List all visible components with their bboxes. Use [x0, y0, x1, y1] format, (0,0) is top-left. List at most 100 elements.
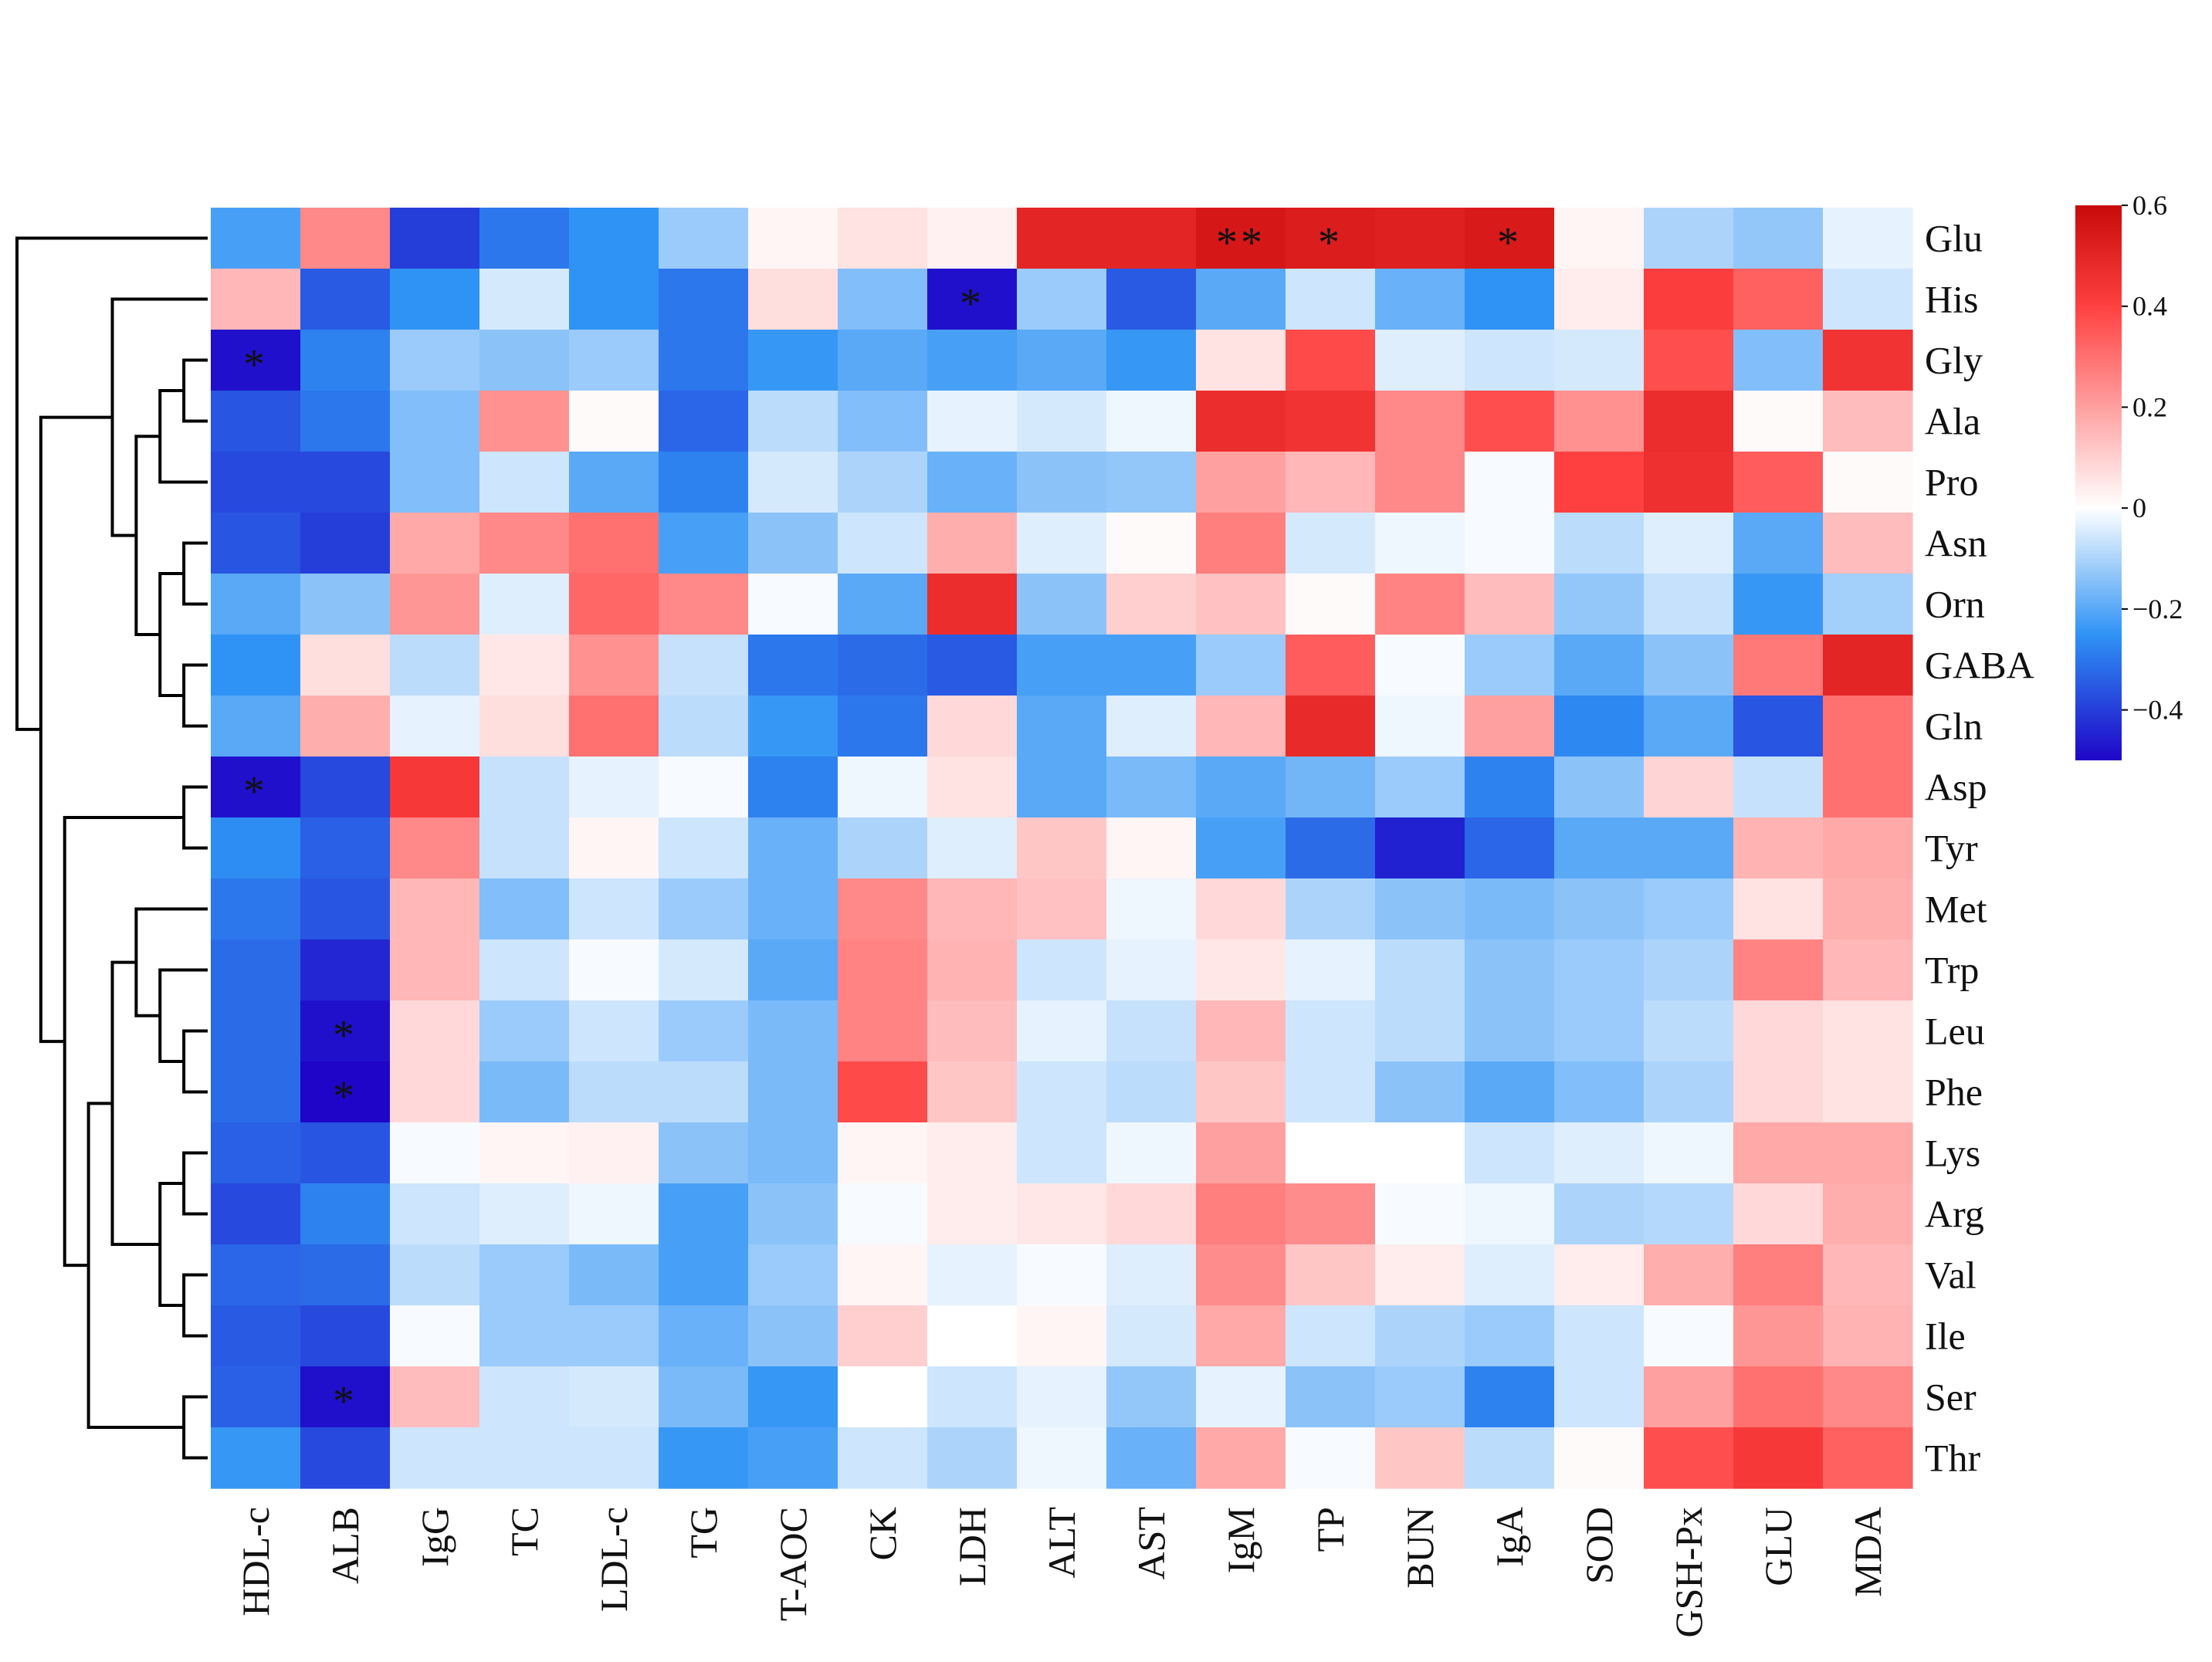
heatmap-cell-Ser-LDH: [927, 1366, 1018, 1428]
heatmap-cell-Trp-TG: [659, 939, 749, 1001]
heatmap-cell-Orn-IgG: [390, 574, 480, 635]
heatmap-cell-Ser-ALT: [1017, 1366, 1107, 1428]
heatmap-cell-Gly-LDL-c: [569, 330, 659, 391]
heatmap-cell-Val-TP: [1286, 1244, 1376, 1306]
heatmap-cell-Ile-BUN: [1375, 1305, 1465, 1367]
heatmap-cell-Lys-MDA: [1823, 1122, 1913, 1184]
heatmap-cell-Val-MDA: [1823, 1244, 1913, 1306]
heatmap-cell-Tyr-AST: [1106, 817, 1197, 879]
heatmap-cell-Pro-HDL-c: [211, 452, 301, 513]
heatmap-cell-Ile-LDL-c: [569, 1305, 659, 1367]
heatmap-cell-Asn-IgG: [390, 513, 480, 574]
heatmap-cell-Arg-BUN: [1375, 1183, 1465, 1245]
heatmap-cell-Trp-SOD: [1554, 939, 1645, 1001]
row-dendrogram-link: [86, 1102, 185, 1429]
heatmap-cell-GABA-GSH-Px: [1644, 635, 1734, 696]
heatmap-cell-His-ALT: [1017, 269, 1107, 330]
heatmap-cell-Trp-BUN: [1375, 939, 1465, 1001]
heatmap-cell-Glu-TC: [479, 208, 570, 269]
heatmap-cell-Leu-GLU: [1733, 1000, 1824, 1062]
heatmap-cell-Val-IgA: [1465, 1244, 1555, 1306]
column-label: ALB: [324, 1507, 367, 1584]
heatmap-cell-Val-ALT: [1017, 1244, 1107, 1306]
row-dendrogram-link: [182, 1395, 208, 1460]
heatmap-cell-Ile-ALT: [1017, 1305, 1107, 1367]
heatmap-cell-Pro-BUN: [1375, 452, 1465, 513]
heatmap-cell-Orn-ALB: [300, 574, 391, 635]
column-label: TG: [682, 1507, 725, 1559]
heatmap-cell-Thr-BUN: [1375, 1427, 1465, 1489]
heatmap-cell-Asn-LDL-c: [569, 513, 659, 574]
heatmap-cell-Met-IgG: [390, 878, 480, 940]
row-label: Ile: [1925, 1315, 1966, 1358]
heatmap-cell-Met-IgA: [1465, 878, 1555, 940]
heatmap-cell-Trp-TP: [1286, 939, 1376, 1001]
heatmap-cell-Gly-TC: [479, 330, 570, 391]
heatmap-cell-Met-MDA: [1823, 878, 1913, 940]
row-dendrogram-link: [15, 236, 208, 731]
heatmap-cell-Pro-TG: [659, 452, 749, 513]
heatmap-cell-Asn-MDA: [1823, 513, 1913, 574]
heatmap-cell-Trp-TC: [479, 939, 570, 1001]
heatmap-cell-Asp-SOD: [1554, 757, 1645, 818]
row-label: Ala: [1925, 400, 1980, 443]
heatmap-cell-Ala-HDL-c: [211, 391, 301, 452]
colorbar-gradient: [2075, 205, 2122, 760]
heatmap-cell-Gly-GLU: [1733, 330, 1824, 391]
heatmap-cell-Asp-GSH-Px: [1644, 757, 1734, 818]
heatmap-cell-Ala-T-AOC: [748, 391, 838, 452]
heatmap-cell-Gln-MDA: [1823, 696, 1913, 757]
heatmap-cell-His-HDL-c: [211, 269, 301, 330]
heatmap-cell-Ala-MDA: [1823, 391, 1913, 452]
heatmap-cell-Asn-GSH-Px: [1644, 513, 1734, 574]
heatmap-cell-Ile-GLU: [1733, 1305, 1824, 1367]
row-label: GABA: [1925, 644, 2034, 687]
heatmap-cell-Ser-AST: [1106, 1366, 1197, 1428]
heatmap-cell-Orn-ALT: [1017, 574, 1107, 635]
heatmap-cell-Ala-CK: [838, 391, 928, 452]
column-label: IgG: [413, 1507, 456, 1567]
heatmap-cell-Tyr-BUN: [1375, 817, 1465, 879]
heatmap-cell-Pro-CK: [838, 452, 928, 513]
heatmap-cell-Pro-TC: [479, 452, 570, 513]
heatmap-cell-Arg-SOD: [1554, 1183, 1645, 1245]
heatmap-cell-Thr-HDL-c: [211, 1427, 301, 1489]
heatmap-cell-Asn-AST: [1106, 513, 1197, 574]
heatmap-cell-Gln-AST: [1106, 696, 1197, 757]
row-label: Val: [1925, 1254, 1977, 1297]
row-label: Asn: [1925, 522, 1987, 565]
heatmap-cell-Glu-IgM: [1196, 208, 1286, 269]
heatmap-cell-Met-TC: [479, 878, 570, 940]
heatmap-cell-Met-TG: [659, 878, 749, 940]
heatmap-cell-Lys-SOD: [1554, 1122, 1645, 1184]
significance-marker: *: [333, 1012, 357, 1060]
heatmap-cell-Tyr-LDL-c: [569, 817, 659, 879]
heatmap-cell-Gly-SOD: [1554, 330, 1645, 391]
heatmap-cell-Ser-IgM: [1196, 1366, 1286, 1428]
heatmap-cell-Asn-ALB: [300, 513, 391, 574]
row-label: Lys: [1925, 1132, 1980, 1175]
heatmap-cell-GABA-IgA: [1465, 635, 1555, 696]
heatmap-cell-Arg-MDA: [1823, 1183, 1913, 1245]
heatmap-cell-Gly-BUN: [1375, 330, 1465, 391]
heatmap-cell-Gln-BUN: [1375, 696, 1465, 757]
row-label: Met: [1925, 888, 1987, 931]
heatmap-cell-Asn-IgA: [1465, 513, 1555, 574]
heatmap-cell-Trp-IgA: [1465, 939, 1555, 1001]
heatmap-cell-Asn-TC: [479, 513, 570, 574]
heatmap-cell-GABA-TC: [479, 635, 570, 696]
heatmap-cell-Trp-GSH-Px: [1644, 939, 1734, 1001]
heatmap-cell-Phe-GSH-Px: [1644, 1061, 1734, 1123]
column-label: TC: [503, 1507, 546, 1556]
heatmap-cell-GABA-TP: [1286, 635, 1376, 696]
heatmap-cell-Arg-LDL-c: [569, 1183, 659, 1245]
row-label: Gly: [1925, 339, 1983, 382]
heatmap-cell-Trp-CK: [838, 939, 928, 1001]
heatmap-cell-Met-BUN: [1375, 878, 1465, 940]
row-label: Gln: [1925, 705, 1983, 748]
heatmap-cell-Asn-CK: [838, 513, 928, 574]
heatmap-cell-Tyr-LDH: [927, 817, 1018, 879]
column-label: GLU: [1756, 1507, 1800, 1586]
heatmap-cell-Orn-CK: [838, 574, 928, 635]
heatmap-cells: [211, 208, 1913, 1489]
